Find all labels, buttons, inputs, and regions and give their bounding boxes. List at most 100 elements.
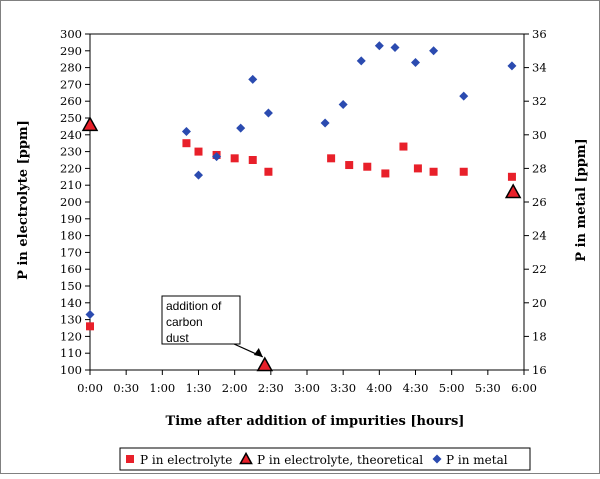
y-right-tick-label: 30 bbox=[532, 128, 547, 142]
x-tick-label: 2:30 bbox=[258, 381, 284, 395]
series-0-point bbox=[429, 167, 438, 176]
y-left-tick-label: 120 bbox=[60, 329, 82, 343]
y-axis-left-title: P in electrolyte [ppm] bbox=[16, 120, 31, 280]
y-left-tick-label: 270 bbox=[60, 77, 82, 91]
annotation-text: addition of bbox=[166, 299, 222, 313]
series-2-point bbox=[374, 41, 384, 51]
y-right-tick-label: 16 bbox=[532, 363, 547, 377]
y-left-tick-label: 140 bbox=[60, 296, 82, 310]
series-2-point bbox=[320, 118, 330, 128]
x-tick-label: 1:00 bbox=[149, 381, 175, 395]
annotation-text: carbon bbox=[166, 315, 203, 329]
y-right-tick-label: 32 bbox=[532, 94, 547, 108]
series-2-point bbox=[356, 56, 366, 66]
y-left-tick-label: 220 bbox=[60, 161, 82, 175]
series-0-point bbox=[413, 164, 422, 173]
series-0-point bbox=[86, 322, 94, 331]
series-1-point bbox=[81, 116, 99, 132]
legend-label-2: P in metal bbox=[446, 453, 508, 467]
series-0-point bbox=[399, 142, 408, 151]
y-right-tick-label: 26 bbox=[532, 195, 547, 209]
x-tick-label: 3:30 bbox=[330, 381, 356, 395]
series-0-point bbox=[248, 156, 257, 164]
y-left-tick-label: 260 bbox=[60, 94, 82, 108]
series-0-point bbox=[230, 154, 239, 163]
series-2-point bbox=[248, 74, 258, 84]
series-2-point bbox=[429, 46, 439, 56]
axes: 100 110 120 130 140 150 160 170 180 190 200 210 220 2… bbox=[60, 27, 547, 395]
annotation-box bbox=[161, 295, 241, 345]
x-tick-label: 6:00 bbox=[511, 381, 537, 395]
y-left-tick-label: 300 bbox=[60, 27, 82, 41]
legend-marker-1 bbox=[239, 451, 253, 465]
series-2-point bbox=[390, 42, 400, 52]
y-right-tick-label: 34 bbox=[532, 61, 547, 75]
x-tick-label: 1:30 bbox=[186, 381, 212, 395]
x-tick-label: 0:30 bbox=[113, 381, 139, 395]
series-0-point bbox=[264, 167, 273, 176]
x-tick-label: 4:30 bbox=[403, 381, 429, 395]
x-tick-label: 2:00 bbox=[222, 381, 248, 395]
x-tick-label: 5:30 bbox=[475, 381, 501, 395]
legend-box bbox=[119, 447, 531, 471]
series-0-point bbox=[459, 167, 468, 176]
series-2-point bbox=[212, 152, 222, 162]
y-right-tick-label: 22 bbox=[532, 262, 547, 276]
y-left-tick-label: 160 bbox=[60, 262, 82, 276]
x-tick-label: 3:00 bbox=[294, 381, 320, 395]
annotation-text-group: addition of carbon dust bbox=[166, 299, 222, 345]
x-tick-label: 4:00 bbox=[366, 381, 392, 395]
series-2-point bbox=[338, 100, 348, 110]
series-0-point bbox=[182, 139, 191, 148]
y-right-tick-label: 20 bbox=[532, 296, 547, 310]
y-left-tick-label: 100 bbox=[60, 363, 82, 377]
series-0-point bbox=[194, 147, 203, 156]
legend-label-1: P in electrolyte, theoretical bbox=[257, 453, 423, 467]
y-left-tick-label: 240 bbox=[60, 128, 82, 142]
series-1-point bbox=[504, 183, 522, 199]
legend-label-0: P in electrolyte bbox=[140, 453, 232, 467]
legend: P in electrolyte P in electrolyte, theore… bbox=[119, 447, 531, 471]
y-left-tick-label: 230 bbox=[60, 145, 82, 159]
series-0-point bbox=[327, 154, 336, 163]
series-0-point bbox=[363, 162, 372, 171]
y-left-tick-label: 210 bbox=[60, 178, 82, 192]
data-marks bbox=[81, 41, 522, 372]
y-axis-right-title: P in metal [ppm] bbox=[574, 138, 589, 261]
x-axis-title: Time after addition of impurities [hours… bbox=[166, 414, 465, 429]
series-2-point bbox=[459, 91, 469, 101]
series-2-point bbox=[194, 170, 203, 180]
series-2-point bbox=[507, 61, 517, 71]
series-0-point bbox=[381, 169, 390, 178]
y-right-tick-label: 28 bbox=[532, 161, 547, 175]
series-2-point bbox=[411, 58, 420, 68]
y-left-tick-label: 190 bbox=[60, 212, 82, 226]
y-left-tick-label: 150 bbox=[60, 279, 82, 293]
annotation-text: dust bbox=[166, 331, 189, 345]
y-left-tick-label: 180 bbox=[60, 229, 82, 243]
y-left-tick-label: 250 bbox=[60, 111, 82, 125]
series-2-point bbox=[85, 310, 95, 320]
y-left-tick-label: 280 bbox=[60, 61, 82, 75]
x-tick-label: 5:00 bbox=[439, 381, 465, 395]
series-0-point bbox=[345, 161, 354, 170]
legend-marker-2 bbox=[432, 454, 442, 464]
series-2-point bbox=[263, 108, 273, 118]
y-left-tick-label: 130 bbox=[60, 313, 82, 327]
legend-marker-0 bbox=[126, 455, 134, 463]
y-right-tick-label: 36 bbox=[532, 27, 547, 41]
y-right-tick-label: 24 bbox=[532, 229, 547, 243]
y-left-tick-label: 200 bbox=[60, 195, 82, 209]
y-left-tick-label: 110 bbox=[60, 346, 82, 360]
y-left-tick-label: 170 bbox=[60, 245, 82, 259]
annotation-arrow-head bbox=[253, 347, 263, 357]
series-0-point bbox=[507, 172, 516, 181]
series-1-point bbox=[256, 356, 274, 372]
y-left-tick-label: 290 bbox=[60, 44, 82, 58]
series-2-point bbox=[236, 123, 246, 133]
y-right-tick-label: 18 bbox=[532, 329, 547, 343]
annotations: addition of carbon dust bbox=[161, 295, 264, 358]
